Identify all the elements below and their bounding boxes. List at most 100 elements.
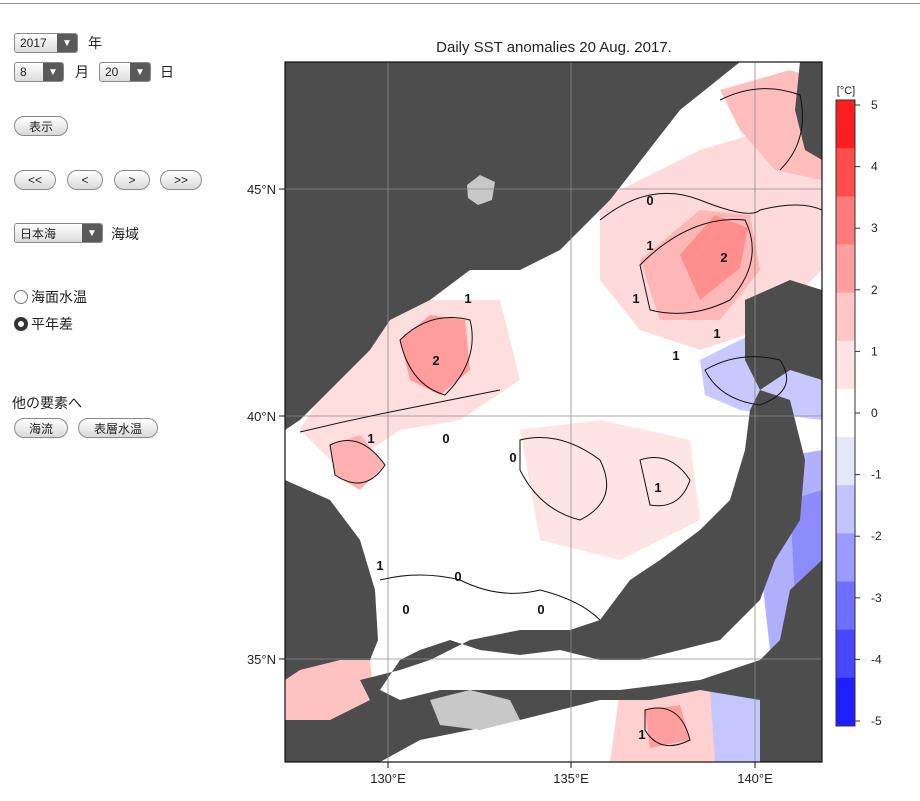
day-unit: 日 bbox=[160, 65, 174, 81]
chevron-down-icon: ▼ bbox=[130, 63, 150, 81]
warm-patch-south-1 bbox=[645, 705, 690, 748]
colorbar-tick-label: 4 bbox=[871, 160, 878, 174]
contour-label: 1 bbox=[654, 480, 661, 495]
region-unit: 海域 bbox=[111, 227, 139, 243]
colorbar-unit: [°C] bbox=[837, 85, 855, 97]
top-divider bbox=[0, 3, 920, 4]
warm-patch-west-1 bbox=[330, 435, 385, 490]
colorbar-step bbox=[836, 581, 855, 631]
lat-label: 45°N bbox=[247, 182, 276, 197]
month-select-value: 8 bbox=[20, 65, 27, 79]
contour-label: 1 bbox=[376, 558, 383, 573]
colorbar-step bbox=[836, 100, 855, 149]
colorbar: [°C] 5 4 3 2 1 0 -1 -2 -3 -4 -5 bbox=[835, 85, 882, 728]
contour-label: 1 bbox=[646, 238, 653, 253]
axis-ticks bbox=[279, 188, 756, 768]
contour-label-group: 0 1 2 1 1 1 1 2 1 1 0 0 1 0 0 0 1 bbox=[367, 193, 727, 742]
contour-label: 0 bbox=[454, 569, 461, 584]
day-select-value: 20 bbox=[105, 65, 119, 79]
colorbar-step bbox=[836, 485, 855, 534]
colorbar-tick-label: 2 bbox=[871, 283, 878, 297]
next-button[interactable]: > bbox=[114, 170, 150, 190]
axis-labels: 45°N 40°N 35°N 130°E 135°E 140°E bbox=[247, 182, 773, 786]
colorbar-step bbox=[836, 148, 855, 197]
contour-label: 0 bbox=[537, 602, 544, 617]
colorbar-tick-label: -5 bbox=[871, 714, 882, 728]
colorbar-step bbox=[836, 677, 855, 727]
year-unit: 年 bbox=[88, 36, 102, 52]
colorbar-step bbox=[836, 292, 855, 342]
lon-label: 135°E bbox=[553, 771, 589, 786]
colorbar-step bbox=[836, 437, 855, 486]
land-shikoku-light bbox=[430, 690, 520, 730]
colorbar-tick-label: -2 bbox=[871, 529, 882, 543]
last-button[interactable]: >> bbox=[160, 170, 202, 190]
map-frame bbox=[284, 61, 823, 763]
current-button[interactable]: 海流 bbox=[14, 418, 68, 438]
contour-label: 1 bbox=[632, 291, 639, 306]
control-panel: 2017 ▼ 年 8 ▼ 月 20 ▼ 日 表示 << < > >> 日本海 ▼… bbox=[0, 0, 240, 801]
contour-label: 1 bbox=[464, 291, 471, 306]
chevron-down-icon: ▼ bbox=[82, 224, 102, 242]
year-select[interactable]: 2017 ▼ bbox=[14, 33, 78, 53]
radio-selected-icon bbox=[14, 317, 28, 331]
lat-label: 35°N bbox=[247, 652, 276, 667]
colorbar-step bbox=[836, 388, 855, 438]
warm-patch-north-2 bbox=[680, 215, 748, 300]
contour-label: 1 bbox=[713, 326, 720, 341]
colorbar-tick-label: 3 bbox=[871, 221, 878, 235]
prev-button[interactable]: < bbox=[67, 170, 103, 190]
month-select[interactable]: 8 ▼ bbox=[14, 62, 64, 82]
radio-circle-icon bbox=[14, 290, 28, 304]
surface-temp-button[interactable]: 表層水温 bbox=[78, 418, 158, 438]
island-north bbox=[467, 175, 495, 205]
colorbar-tick-label: 1 bbox=[871, 344, 878, 358]
first-button[interactable]: << bbox=[14, 170, 56, 190]
other-elements-label: 他の要素へ bbox=[12, 396, 82, 412]
contour-label: 0 bbox=[402, 602, 409, 617]
lat-label: 40°N bbox=[247, 409, 276, 424]
show-button[interactable]: 表示 bbox=[14, 116, 68, 136]
contour-label: 2 bbox=[720, 250, 727, 265]
map-title: Daily SST anomalies 20 Aug. 2017. bbox=[436, 39, 672, 56]
colorbar-step bbox=[836, 533, 855, 583]
colorbar-tick-label: -1 bbox=[871, 468, 882, 482]
lon-label: 130°E bbox=[370, 771, 406, 786]
radio-sst[interactable]: 海面水温 bbox=[14, 287, 87, 307]
land-honshu bbox=[285, 390, 822, 762]
colorbar-step bbox=[836, 340, 855, 390]
colorbar-step bbox=[836, 244, 855, 294]
radio-sst-label: 海面水温 bbox=[31, 290, 87, 306]
contour-label: 2 bbox=[432, 353, 439, 368]
contour-label: 0 bbox=[646, 193, 653, 208]
land-continent-north bbox=[285, 62, 740, 430]
year-select-value: 2017 bbox=[20, 36, 47, 50]
contour-label: 1 bbox=[672, 348, 679, 363]
contour-label: 1 bbox=[638, 727, 645, 742]
radio-anomaly[interactable]: 平年差 bbox=[14, 314, 73, 334]
colorbar-tick-label: 5 bbox=[871, 98, 878, 112]
radio-anomaly-label: 平年差 bbox=[31, 317, 73, 333]
chevron-down-icon: ▼ bbox=[57, 34, 77, 52]
warm-patch-central bbox=[520, 420, 700, 560]
cool-patch-south bbox=[710, 680, 760, 762]
month-unit: 月 bbox=[75, 65, 89, 81]
day-select[interactable]: 20 ▼ bbox=[99, 62, 151, 82]
contours bbox=[299, 88, 822, 747]
region-select[interactable]: 日本海 ▼ bbox=[14, 223, 103, 243]
lon-label: 140°E bbox=[737, 771, 773, 786]
land-korea bbox=[285, 480, 378, 680]
land-hokkaido bbox=[745, 280, 822, 390]
colorbar-tick-label: -4 bbox=[871, 652, 882, 666]
contour-label: 1 bbox=[367, 431, 374, 446]
colorbar-step bbox=[836, 629, 855, 679]
land-sakhalin bbox=[795, 62, 822, 160]
colorbar-tick-label: 0 bbox=[871, 406, 878, 420]
contour-label: 0 bbox=[442, 431, 449, 446]
chevron-down-icon: ▼ bbox=[43, 63, 63, 81]
warm-patch-west-2 bbox=[400, 315, 470, 395]
colorbar-step bbox=[836, 196, 855, 245]
colorbar-steps bbox=[836, 100, 855, 727]
contour-label: 0 bbox=[509, 450, 516, 465]
